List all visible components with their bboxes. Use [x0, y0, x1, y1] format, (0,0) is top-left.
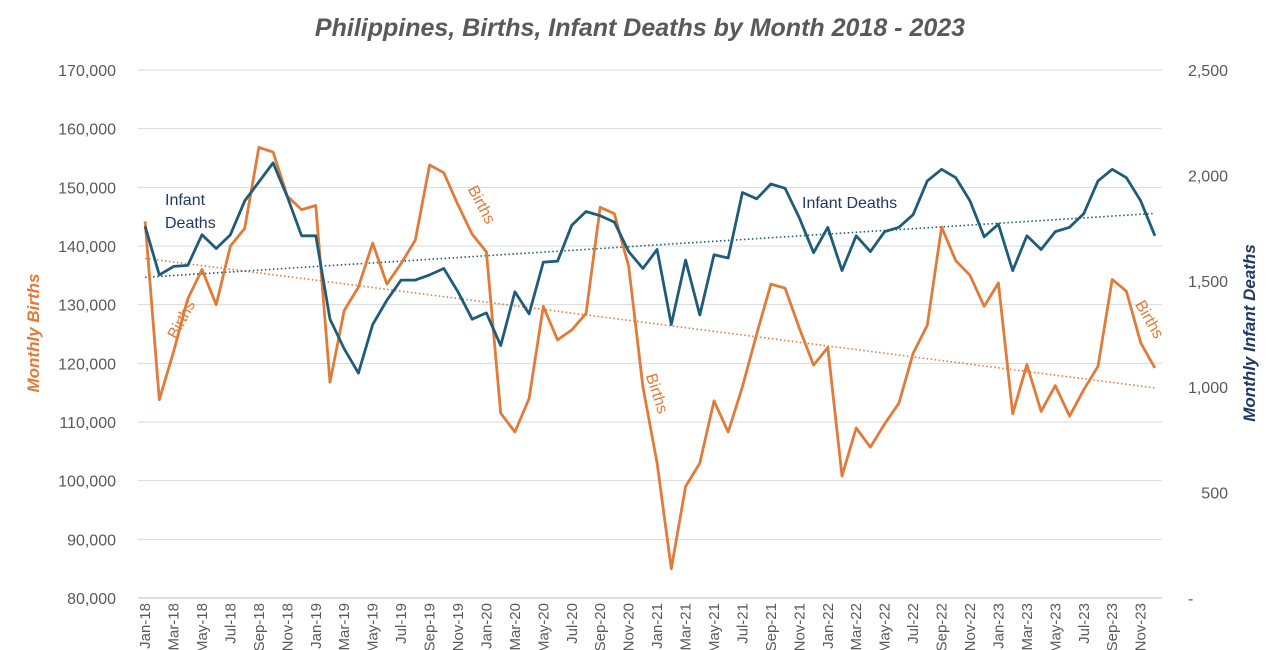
y-tick-label-right: 1,000	[1188, 380, 1228, 397]
y-tick-label-right: -	[1188, 591, 1193, 608]
x-tick-label: Jul-23	[1076, 603, 1093, 644]
x-tick-label: May-21	[706, 603, 723, 650]
series-line-infant-deaths	[143, 161, 1157, 375]
x-tick-label: Mar-18	[166, 603, 183, 650]
y-tick-label-left: 170,000	[58, 63, 116, 80]
right-y-axis: - 500 1,000 1,500 2,000 2,500	[1188, 63, 1228, 608]
x-tick-label: Nov-19	[450, 603, 467, 650]
y-tick-label-left: 130,000	[58, 298, 116, 315]
series-label-infant-deaths: Infant	[165, 192, 206, 209]
series-lines	[143, 145, 1157, 571]
y-tick-label-left: 90,000	[67, 532, 116, 549]
left-y-axis: 80,000 90,000 100,000 110,000 120,000 130,000…	[58, 63, 116, 608]
x-tick-label: Mar-22	[848, 603, 865, 650]
x-tick-label: Nov-22	[962, 603, 979, 650]
x-tick-label: Jan-22	[820, 603, 837, 649]
y-tick-label-left: 150,000	[58, 180, 116, 197]
x-tick-label: Jan-18	[137, 603, 154, 649]
y-tick-label-left: 160,000	[58, 122, 116, 139]
x-tick-label: Jan-23	[990, 603, 1007, 649]
y-tick-label-left: 140,000	[58, 239, 116, 256]
x-tick-label: Jul-18	[222, 603, 239, 644]
series-label-infant-deaths: Infant Deaths	[802, 195, 897, 212]
x-tick-label: Nov-18	[279, 603, 296, 650]
x-tick-label: May-20	[535, 603, 552, 650]
x-tick-label: Sep-22	[934, 603, 951, 650]
x-tick-label: Jan-19	[308, 603, 325, 649]
x-tick-label: May-23	[1047, 603, 1064, 650]
x-tick-label: Sep-19	[422, 603, 439, 650]
x-tick-label: Sep-21	[763, 603, 780, 650]
chart-title: Philippines, Births, Infant Deaths by Mo…	[314, 14, 966, 42]
x-axis: Jan-18 Mar-18 May-18 Jul-18 Sep-18 Nov-18 Jan-…	[137, 597, 1162, 650]
x-tick-label: May-18	[194, 603, 211, 650]
y-tick-label-left: 80,000	[67, 591, 116, 608]
y-tick-label-left: 110,000	[59, 415, 116, 432]
x-tick-label: Jul-20	[564, 603, 581, 644]
y-tick-label-left: 120,000	[58, 356, 116, 373]
trendlines	[145, 212, 1155, 389]
grid-lines	[138, 69, 1162, 599]
y-tick-label-left: 100,000	[58, 474, 116, 491]
series-line-births	[143, 145, 1157, 571]
series-label-infant-deaths: Deaths	[165, 215, 216, 232]
trendline-infant-deaths	[145, 212, 1155, 279]
y-axis-label-left: Monthly Births	[24, 274, 43, 393]
x-tick-label: Sep-23	[1104, 603, 1121, 650]
x-tick-label: Jul-19	[393, 603, 410, 644]
series-label-births: Births	[464, 183, 498, 227]
x-tick-label: Nov-21	[791, 603, 808, 650]
x-tick-label: Jan-20	[478, 603, 495, 649]
x-tick-label: Mar-21	[678, 603, 695, 650]
x-tick-label: Jul-21	[734, 603, 751, 644]
x-tick-label: Sep-18	[251, 603, 268, 650]
x-tick-label: Nov-20	[621, 603, 638, 650]
y-tick-label-right: 2,500	[1188, 63, 1228, 80]
y-axis-label-right: Monthly Infant Deaths	[1240, 244, 1259, 422]
x-tick-label: Mar-19	[336, 603, 353, 650]
y-tick-label-right: 2,000	[1188, 169, 1228, 186]
y-tick-label-right: 1,500	[1188, 274, 1228, 291]
x-tick-label: Mar-20	[507, 603, 524, 650]
x-tick-label: Jan-21	[649, 603, 666, 649]
x-tick-label: May-22	[877, 603, 894, 650]
x-tick-label: Sep-20	[592, 603, 609, 650]
x-tick-label: May-19	[365, 603, 382, 650]
x-tick-label: Mar-23	[1019, 603, 1036, 650]
y-tick-label-right: 500	[1201, 485, 1228, 502]
x-tick-label: Nov-23	[1133, 603, 1150, 650]
trendline-births	[145, 257, 1155, 389]
x-tick-label: Jul-22	[905, 603, 922, 644]
